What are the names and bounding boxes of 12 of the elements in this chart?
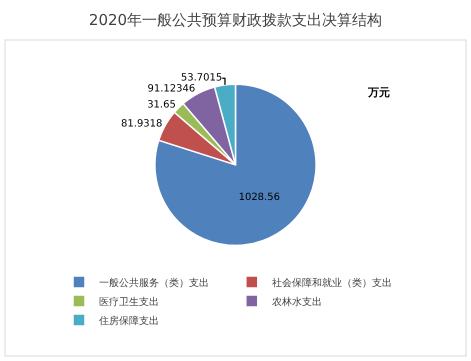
legend-label: 农林水支出 <box>272 296 322 308</box>
data-label: 53.7015 <box>180 72 222 84</box>
data-label: 31.65 <box>147 100 176 111</box>
legend-label: 住房保障支出 <box>99 314 159 327</box>
legend-label: 一般公共服务（类）支出 <box>99 276 209 289</box>
data-label: 81.9318 <box>121 118 162 130</box>
text: 万元 <box>367 86 390 99</box>
legend-label: 医疗卫生支出 <box>99 296 159 308</box>
legend-label: 社会保障和就业（类）支出 <box>272 276 392 289</box>
chart-title: 2020年一般公共预算财政拨款支出决算结构 <box>88 10 382 29</box>
data-label: 91.12346 <box>147 84 196 95</box>
data-label: 1028.56 <box>238 192 280 203</box>
